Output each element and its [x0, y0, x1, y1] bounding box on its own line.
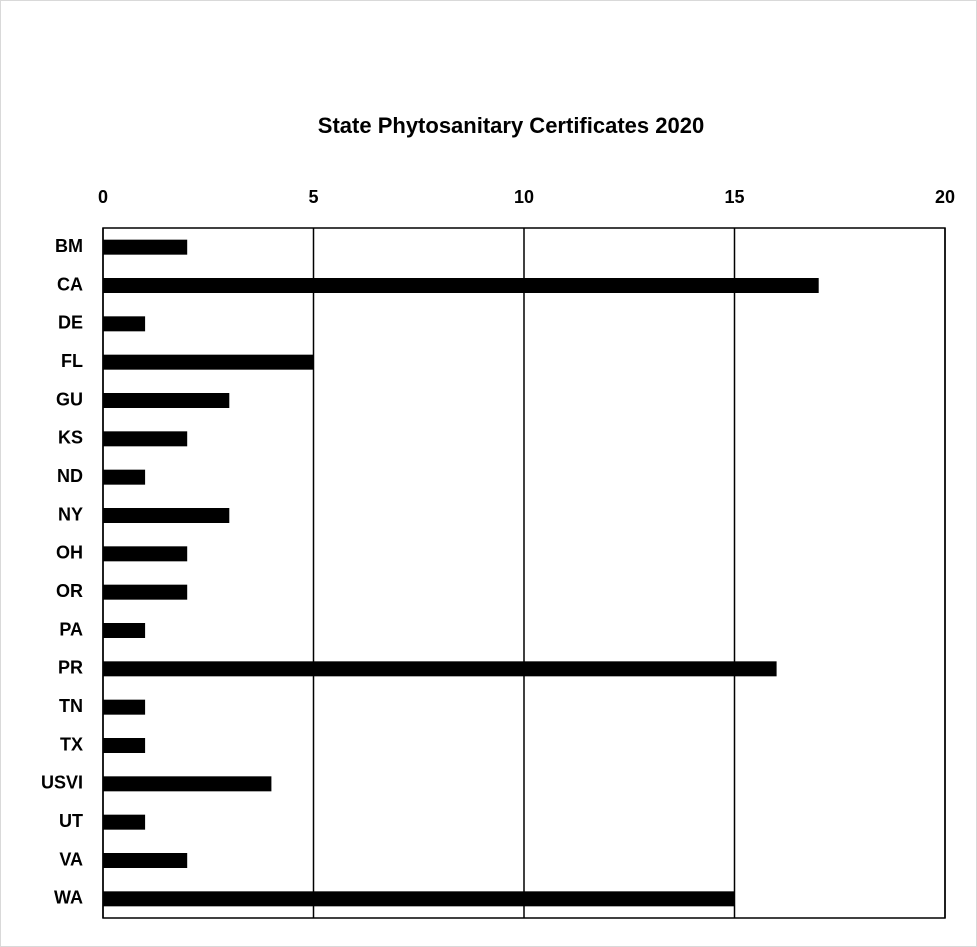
bar — [103, 699, 146, 715]
bar — [103, 354, 314, 370]
bar — [103, 278, 819, 293]
bar — [103, 393, 230, 408]
y-tick-label: GU — [56, 389, 83, 409]
bar — [103, 431, 188, 447]
bar — [103, 469, 146, 485]
bar — [103, 239, 188, 255]
y-tick-label: PR — [58, 658, 83, 678]
bar — [103, 546, 188, 562]
y-tick-label: WA — [54, 888, 83, 908]
y-tick-label: CA — [57, 274, 83, 294]
bar — [103, 316, 146, 332]
bar — [103, 814, 146, 830]
y-tick-label: KS — [58, 428, 83, 448]
y-tick-label: USVI — [41, 773, 83, 793]
bar — [103, 776, 272, 792]
y-tick-label: UT — [59, 811, 83, 831]
y-tick-label: BM — [55, 236, 83, 256]
x-tick-label: 5 — [308, 187, 318, 207]
x-tick-label: 15 — [724, 187, 744, 207]
bar — [103, 891, 735, 907]
x-tick-label: 10 — [514, 187, 534, 207]
bar — [103, 623, 146, 638]
bar — [103, 853, 188, 868]
y-tick-label: FL — [61, 351, 83, 371]
bar — [103, 508, 230, 523]
y-tick-label: DE — [58, 313, 83, 333]
y-tick-label: VA — [59, 849, 83, 869]
y-tick-label: OR — [56, 581, 83, 601]
y-tick-label: OH — [56, 543, 83, 563]
bar — [103, 584, 188, 600]
y-tick-label: NY — [58, 504, 83, 524]
plot-border — [102, 227, 946, 919]
y-tick-label: TN — [59, 696, 83, 716]
x-tick-label: 20 — [935, 187, 955, 207]
y-tick-label: ND — [57, 466, 83, 486]
bar — [103, 661, 777, 677]
x-tick-label: 0 — [98, 187, 108, 207]
chart-title: State Phytosanitary Certificates 2020 — [318, 113, 704, 138]
y-tick-label: PA — [59, 619, 83, 639]
bar — [103, 738, 146, 753]
y-tick-label: TX — [60, 734, 83, 754]
